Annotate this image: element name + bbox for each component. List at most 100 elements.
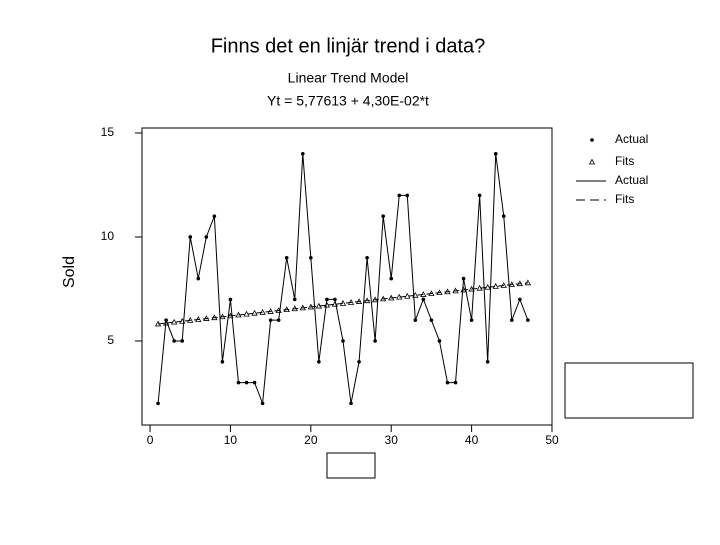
marker [292, 297, 297, 302]
marker [204, 235, 209, 239]
marker [236, 380, 241, 385]
marker [276, 318, 281, 322]
marker [347, 299, 355, 305]
marker [453, 380, 458, 385]
marker [267, 308, 274, 314]
marker [518, 297, 522, 302]
marker [260, 401, 265, 406]
marker [300, 151, 305, 156]
x-tick-label: 30 [385, 433, 399, 447]
y-tick-label: 5 [107, 333, 114, 347]
marker [436, 289, 443, 296]
chart-title: Finns det en linjär trend i data? [211, 35, 486, 57]
marker [516, 280, 524, 287]
marker [283, 306, 290, 313]
marker [325, 297, 329, 302]
marker [179, 317, 186, 324]
marker [284, 255, 289, 260]
x-tick-label: 20 [304, 433, 318, 447]
series-line [157, 153, 529, 404]
marker [373, 339, 377, 343]
marker [452, 287, 459, 294]
marker [331, 300, 339, 307]
marker [195, 316, 202, 322]
marker [172, 339, 176, 343]
marker [220, 359, 225, 364]
marker [357, 359, 361, 364]
marker [381, 214, 385, 218]
marker [365, 255, 369, 260]
marker [317, 359, 321, 364]
marker [389, 276, 394, 281]
marker [227, 312, 234, 319]
marker [444, 288, 451, 295]
marker [460, 286, 467, 293]
marker [397, 193, 402, 198]
marker [251, 309, 258, 316]
legend-marker [590, 138, 594, 142]
marker [412, 291, 419, 298]
marker [291, 305, 298, 312]
marker [484, 283, 491, 290]
marker [333, 297, 337, 302]
marker [196, 276, 201, 281]
marker [211, 314, 218, 321]
marker [341, 339, 345, 343]
marker [203, 315, 210, 321]
marker [476, 284, 483, 291]
marker [355, 298, 363, 304]
legend-label: Fits [615, 154, 634, 168]
marker [371, 296, 379, 303]
marker [524, 279, 532, 286]
legend-label: Actual [615, 173, 648, 187]
marker [445, 380, 450, 385]
marker [379, 295, 387, 302]
legend-label: Actual [615, 132, 648, 146]
marker [413, 318, 418, 322]
empty-box [564, 362, 694, 419]
marker [510, 318, 514, 322]
marker [485, 359, 490, 364]
marker [243, 310, 250, 317]
marker [307, 303, 315, 310]
marker [180, 339, 184, 343]
equation: Yt = 5,77613 + 4,30E-02*t [267, 93, 429, 109]
marker [349, 401, 353, 406]
marker [500, 282, 507, 288]
x-tick-label: 0 [147, 433, 154, 447]
marker [268, 318, 273, 322]
marker [275, 307, 282, 313]
legend-label: Fits [615, 192, 634, 206]
marker [235, 311, 242, 318]
marker [228, 297, 233, 302]
marker [492, 283, 499, 289]
marker [493, 151, 498, 156]
y-tick-label: 15 [101, 125, 115, 139]
marker [421, 297, 426, 302]
plot-frame [141, 127, 553, 426]
marker [156, 401, 160, 406]
marker [154, 320, 162, 327]
marker [404, 292, 411, 299]
marker [187, 317, 194, 323]
marker [477, 193, 482, 198]
y-axis-label: Sold [61, 256, 78, 288]
empty-box [326, 452, 376, 479]
x-tick-label: 40 [465, 433, 479, 447]
marker [309, 255, 313, 260]
x-tick-label: 10 [224, 433, 238, 447]
marker [508, 281, 515, 287]
marker [405, 193, 410, 198]
marker [469, 318, 474, 322]
marker [526, 318, 530, 322]
marker [388, 294, 395, 301]
legend-marker [588, 158, 596, 165]
marker [420, 291, 427, 297]
series-line [158, 282, 528, 325]
marker [468, 285, 475, 292]
marker [219, 313, 226, 320]
x-tick-label: 50 [545, 433, 559, 447]
marker [244, 380, 249, 385]
marker [315, 302, 323, 309]
